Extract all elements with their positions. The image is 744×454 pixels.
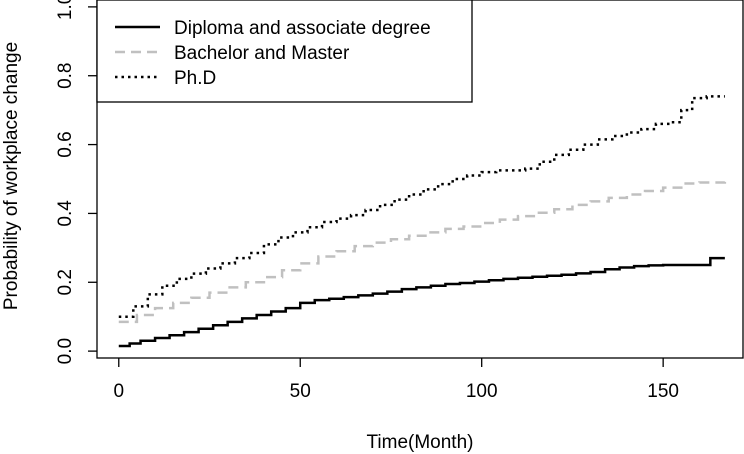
- x-tick-label: 150: [647, 381, 679, 402]
- series-diploma-line: [118, 256, 725, 348]
- y-tick-label: 0.2: [55, 269, 76, 295]
- y-axis-label: Probability of workplace change: [1, 42, 22, 310]
- legend: Diploma and associate degree Bachelor an…: [96, 0, 473, 103]
- y-tick-label: 0.4: [55, 200, 76, 227]
- y-tick-label: 1.0: [55, 0, 76, 20]
- series-phd-line: [118, 95, 725, 318]
- y-tick-label: 0.0: [55, 338, 76, 364]
- y-axis: 0.0 0.2 0.4 0.6 0.8 1.0: [55, 0, 97, 364]
- x-axis: 0 50 100 150: [113, 358, 679, 402]
- plot-frame: [96, 0, 744, 359]
- series-bachelor-line: [118, 181, 727, 324]
- x-tick-label: 0: [113, 381, 124, 402]
- legend-label-diploma: Diploma and associate degree: [174, 18, 431, 39]
- x-tick-label: 100: [466, 381, 498, 402]
- y-tick-label: 0.6: [55, 131, 76, 157]
- legend-label-bachelor: Bachelor and Master: [174, 43, 350, 64]
- x-axis-label: Time(Month): [367, 432, 474, 453]
- legend-box: [96, 0, 473, 103]
- series-layer: [118, 95, 727, 348]
- x-tick-label: 50: [290, 381, 311, 402]
- legend-label-phd: Ph.D: [174, 68, 216, 89]
- y-tick-label: 0.8: [55, 63, 76, 89]
